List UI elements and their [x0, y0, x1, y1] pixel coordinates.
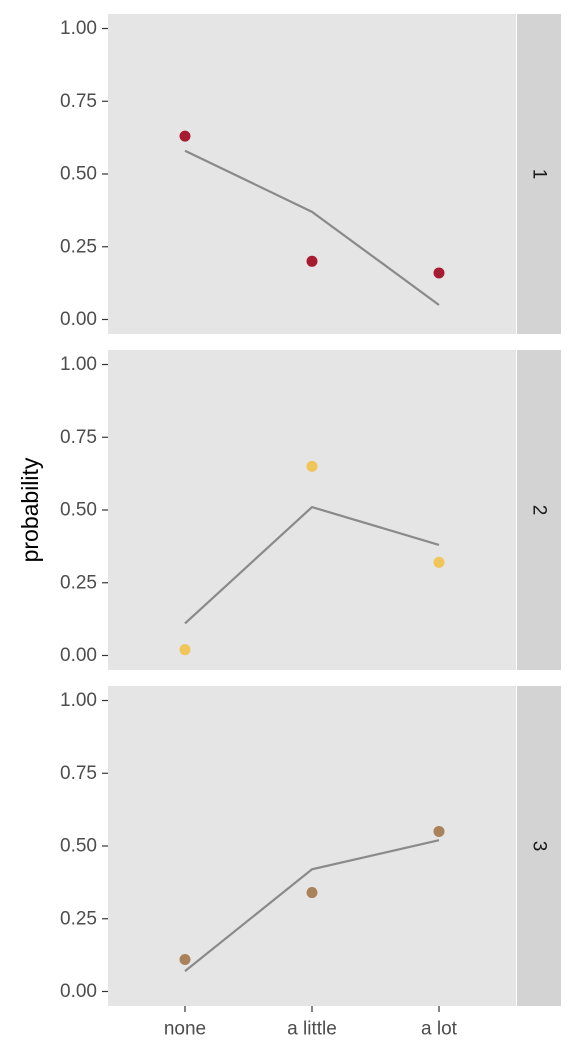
y-tick-label: 0.25 — [60, 236, 97, 257]
panel-background — [108, 350, 516, 670]
series-line — [184, 505, 440, 625]
y-tick-label: 0.00 — [60, 645, 97, 666]
y-tick-label: 1.00 — [60, 690, 97, 711]
data-point — [306, 887, 318, 899]
panel-2: 2 0.00 0.25 0.50 0.75 1.00 — [60, 350, 561, 670]
series-line — [184, 839, 440, 972]
data-point — [433, 556, 445, 568]
data-point — [306, 255, 318, 267]
y-tick-label: 0.75 — [60, 763, 97, 784]
data-point — [179, 644, 191, 656]
y-tick-label: 0.25 — [60, 908, 97, 929]
y-tick-label: 0.00 — [60, 309, 97, 330]
series-line — [184, 149, 440, 306]
panels-group: 1 0.00 0.25 0.50 0.75 1.00 2 0.00 0.25 0.50 0.75 1.… — [60, 14, 561, 1006]
panel-1: 1 0.00 0.25 0.50 0.75 1.00 — [60, 14, 561, 334]
facet-strip-label: 1 — [529, 169, 550, 180]
data-point — [433, 825, 445, 837]
data-point — [433, 267, 445, 279]
y-tick-label: 0.00 — [60, 981, 97, 1002]
x-tick-label: none — [164, 1019, 206, 1040]
y-tick-label: 1.00 — [60, 18, 97, 39]
y-tick-label: 0.25 — [60, 572, 97, 593]
facet-strip — [517, 686, 561, 1006]
y-tick-label: 1.00 — [60, 354, 97, 375]
y-tick-label: 0.50 — [60, 500, 97, 521]
y-tick-label: 0.75 — [60, 91, 97, 112]
y-tick-label: 0.75 — [60, 427, 97, 448]
panel-background — [108, 686, 516, 1006]
y-axis-title: probability — [17, 457, 43, 562]
facet-strip — [517, 14, 561, 334]
y-tick-label: 0.50 — [60, 836, 97, 857]
x-tick-label: a lot — [421, 1019, 458, 1040]
x-tick-label: a little — [287, 1019, 337, 1040]
x-axis: none a little a lot — [164, 1006, 458, 1040]
data-point — [179, 953, 191, 965]
data-point — [179, 130, 191, 142]
facet-strip-label: 2 — [529, 505, 550, 516]
facet-strip-label: 3 — [529, 841, 550, 852]
panel-3: 3 0.00 0.25 0.50 0.75 1.00 — [60, 686, 561, 1006]
data-point — [306, 460, 318, 472]
panel-background — [108, 14, 516, 334]
facet-strip — [517, 350, 561, 670]
y-tick-label: 0.50 — [60, 164, 97, 185]
